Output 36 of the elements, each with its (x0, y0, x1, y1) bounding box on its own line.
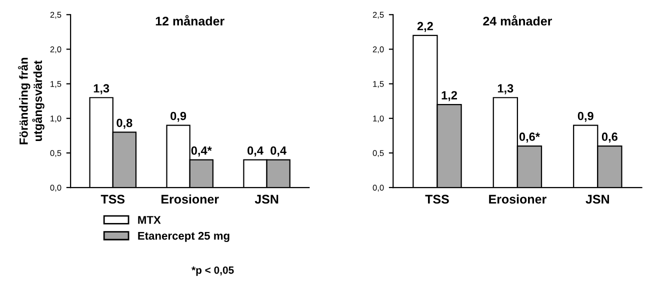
y-tick-label: 0,5 (50, 150, 62, 158)
y-tick-label: 2,0 (372, 46, 384, 54)
legend-label: Etanercept 25 mg (138, 232, 230, 242)
data-label: 0,6 (602, 132, 618, 143)
y-tick-label: 1,5 (373, 81, 384, 88)
data-label: 2,2 (417, 22, 433, 32)
y-tick-label: 1,0 (50, 116, 62, 122)
y-tick-label: 2,5 (372, 12, 384, 19)
x-tick-label: TSS (100, 194, 125, 204)
data-label: 0,9 (578, 112, 594, 122)
x-tick-label: Erosioner (489, 194, 546, 204)
chart-title: 24 månader (483, 15, 552, 26)
y-tick-label: 2,0 (50, 46, 62, 54)
y-tick-label: 2,5 (50, 12, 62, 19)
y-axis-title: Förändring från utgångsvärdet (18, 58, 44, 144)
legend-label: MTX (138, 216, 161, 224)
y-tick-label: 1,0 (373, 116, 384, 122)
data-label: 1,3 (94, 84, 110, 94)
x-tick-label: TSS (425, 194, 449, 204)
data-label: 1,2 (442, 91, 457, 102)
data-label: 0,4* (191, 146, 212, 156)
y-tick-label: 0,5 (372, 150, 384, 158)
data-label: 0,4 (248, 146, 264, 156)
x-tick-label: Erosioner (162, 194, 219, 204)
data-label: 1,3 (498, 84, 514, 94)
data-label: 0,8 (116, 118, 132, 129)
x-tick-label: JSN (254, 194, 278, 204)
data-label: 0,9 (170, 112, 186, 122)
chart-title: 12 månader (156, 15, 224, 26)
y-tick-label: 1,5 (50, 81, 62, 88)
x-tick-label: JSN (586, 194, 609, 204)
y-tick-label: 0,0 (50, 184, 62, 192)
data-label: 0,6* (519, 132, 540, 143)
y-tick-label: 0,0 (372, 184, 384, 192)
text: *p < 0,05 (192, 266, 234, 276)
data-label: 0,4 (270, 146, 286, 156)
